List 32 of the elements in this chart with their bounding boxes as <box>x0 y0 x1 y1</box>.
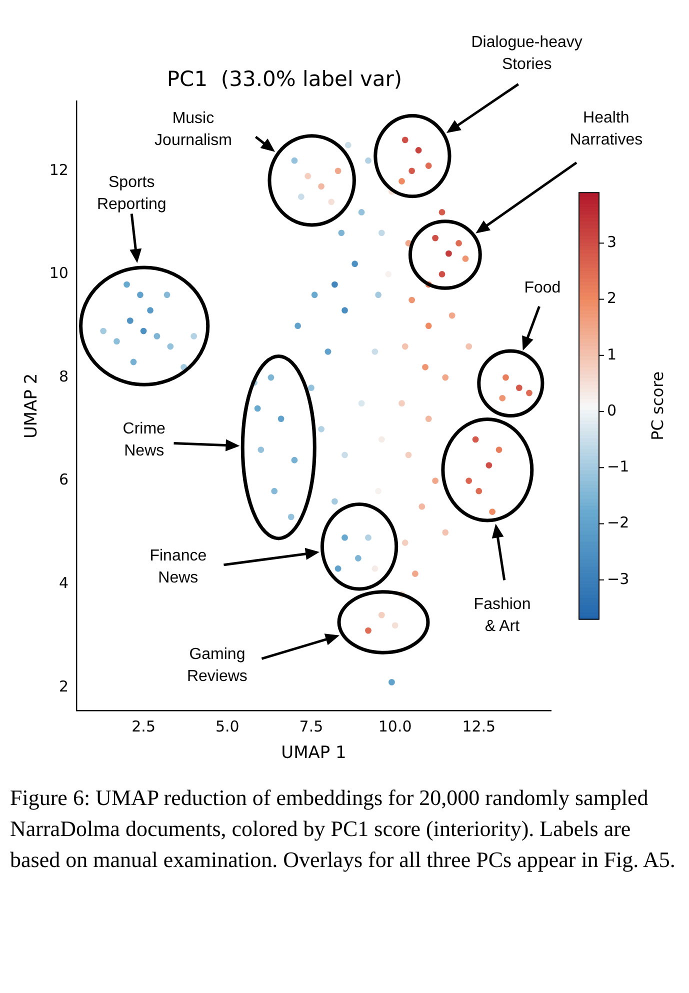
annotation: Crime News <box>122 420 166 460</box>
annotation: Fashion & Art <box>474 596 531 636</box>
y-tick-label: 12 <box>49 160 68 179</box>
color-bar-label: −3 <box>607 570 630 588</box>
annotation: Food <box>524 280 561 297</box>
annotation: Gaming Reviews <box>186 646 248 686</box>
color-bar-label: 3 <box>607 233 617 252</box>
annotation: Music Journalism <box>154 110 232 150</box>
color-bar-label: −2 <box>607 514 630 532</box>
x-tick-label: 5.0 <box>215 717 240 736</box>
x-tick-label: 2.5 <box>132 717 156 736</box>
y-tick-label: 8 <box>58 367 68 386</box>
annotation: Sports Reporting <box>96 174 166 213</box>
chart-title: PC1 (33.0% label var) <box>166 67 402 92</box>
y-axis-title: UMAP 2 <box>22 373 42 439</box>
x-tick-label: 7.5 <box>299 717 324 736</box>
color-bar-label: 0 <box>607 401 617 420</box>
caption: Figure 6: UMAP reduction of embeddings for 20,000 randomly sampled NarraDolma documents, colored by PC1 score (interiority). Labels are based on manual examination. Overlays for all three PCs appear in Fig. A5. <box>10 784 676 874</box>
x-axis-title: UMAP 1 <box>281 743 346 764</box>
annotation: Finance News <box>150 547 207 586</box>
y-tick-label: 10 <box>49 264 68 282</box>
y-tick-label: 2 <box>58 677 68 696</box>
x-tick-label: 12.5 <box>462 717 496 736</box>
text: Dialogue-heavy Stories <box>471 34 582 74</box>
color-bar-label: 2 <box>607 289 617 308</box>
y-tick-label: 6 <box>58 470 68 489</box>
x-tick-label: 10.0 <box>378 717 412 736</box>
y-tick-label: 4 <box>58 574 68 592</box>
text: Health Narratives <box>570 110 643 149</box>
color-bar-label: 1 <box>607 345 617 364</box>
color-bar-title: PC score <box>648 371 668 440</box>
color-bar-label: −1 <box>607 458 630 476</box>
